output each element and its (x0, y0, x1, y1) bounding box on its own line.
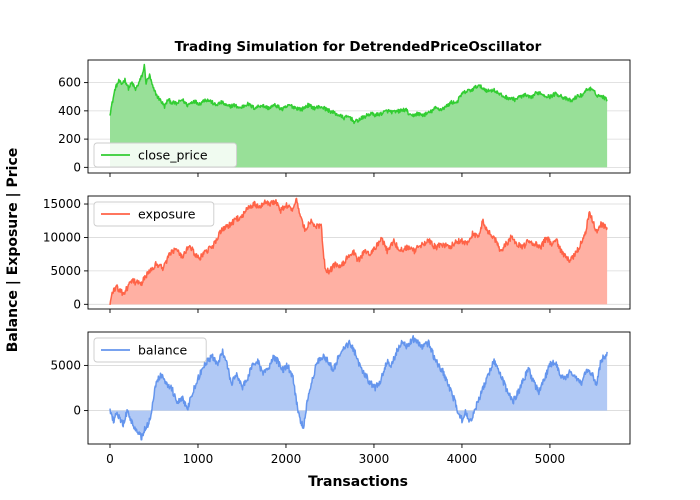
balance-legend: balance (93, 337, 207, 363)
exposure-line (109, 197, 608, 305)
x-tick-label: 2000 (271, 452, 302, 466)
panel-close_price: 0 200 400 600 close_price (58, 59, 631, 177)
y-tick-label: 0 (73, 160, 81, 174)
axes-frame (87, 59, 631, 174)
x-tick-label: 5000 (535, 452, 566, 466)
y-tick-label: 0 (73, 297, 81, 311)
x-tick-label: 4000 (447, 452, 478, 466)
balance-area (110, 335, 608, 440)
y-tick-label: 200 (58, 132, 81, 146)
panel-balance: 0 5000 0 1000 2000 3000 4000 5000 balance (50, 331, 631, 466)
axes-frame (87, 331, 631, 445)
y-tick-label: 0 (73, 404, 81, 418)
y-tick-label: 400 (58, 104, 81, 118)
y-axis-label: Balance | Exposure | Price (5, 148, 21, 353)
chart-panels: 0200400600close_price050001000015000expo… (43, 59, 631, 466)
y-tick-label: 10000 (43, 230, 81, 244)
x-axis-label: Transactions (308, 474, 408, 490)
x-tick-label: 0 (106, 452, 114, 466)
close_price-legend: close_price (93, 142, 238, 168)
x-tick-label: 1000 (183, 452, 214, 466)
y-tick-label: 15000 (43, 197, 81, 211)
y-tick-label: 600 (58, 76, 81, 90)
legend-label: balance (138, 343, 188, 358)
legend-box (93, 337, 207, 363)
legend-label: close_price (138, 148, 208, 163)
chart-title: Trading Simulation for DetrendedPriceOsc… (175, 39, 542, 55)
close_price-line (109, 63, 608, 125)
legend-box (93, 201, 215, 227)
legend-box (93, 142, 238, 168)
x-tick-label: 3000 (359, 452, 390, 466)
exposure-legend: exposure (93, 201, 215, 227)
balance-line (109, 335, 608, 441)
panel-exposure: 0 5000 10000 15000 exposure (43, 195, 631, 313)
exposure-area (110, 198, 608, 305)
axes-frame (87, 195, 631, 310)
y-tick-label: 5000 (50, 264, 81, 278)
y-tick-label: 5000 (50, 358, 81, 372)
legend-label: exposure (138, 207, 196, 222)
